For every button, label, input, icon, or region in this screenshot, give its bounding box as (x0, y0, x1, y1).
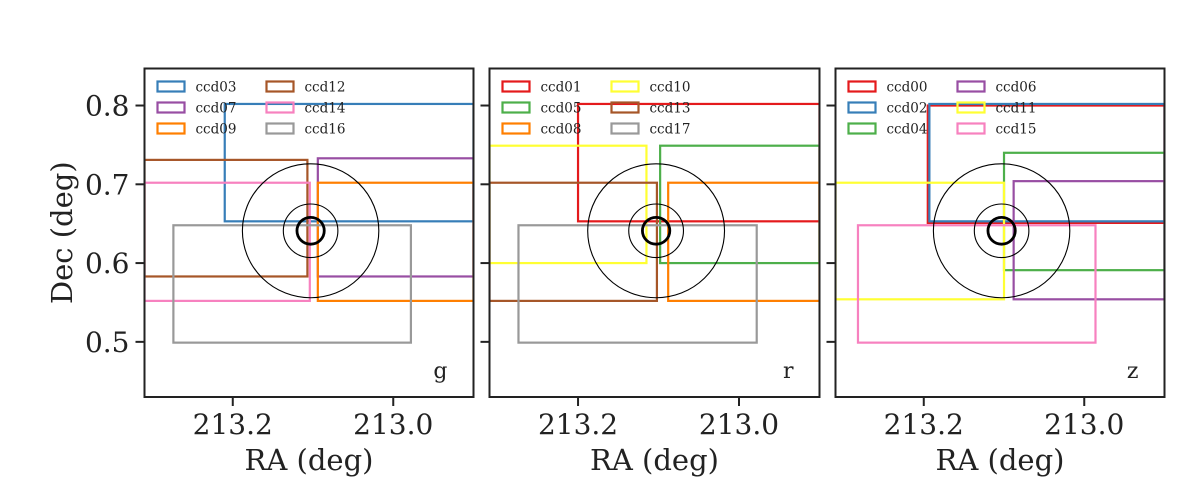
legend-swatch-ccd10 (610, 80, 640, 93)
legend-label-ccd07: ccd07 (196, 101, 237, 117)
aperture-circle-0 (241, 163, 380, 299)
ccd-footprint-ccd12 (144, 158, 309, 278)
x-tick-label: 213.2 (538, 408, 618, 441)
legend-swatch-ccd05 (501, 101, 531, 114)
legend-label-ccd04: ccd04 (887, 122, 928, 138)
plot-frame (143, 67, 475, 398)
plot-frame (488, 67, 821, 398)
legend-label-ccd10: ccd10 (650, 80, 691, 96)
x-tick-label: 213.0 (353, 408, 433, 441)
legend-label-ccd01: ccd01 (541, 80, 582, 96)
legend-label-ccd08: ccd08 (541, 122, 582, 138)
legend-label-ccd03: ccd03 (196, 80, 237, 96)
ccd-footprint-ccd17 (517, 224, 758, 344)
aperture-circle-1 (628, 203, 685, 259)
band-label: r (783, 359, 794, 384)
legend-swatch-ccd13 (610, 101, 640, 114)
legend-label-ccd16: ccd16 (305, 122, 346, 138)
legend-label-ccd15: ccd15 (996, 122, 1037, 138)
legend-swatch-ccd11 (956, 101, 986, 114)
legend-label-ccd17: ccd17 (650, 122, 691, 138)
legend-label-ccd14: ccd14 (305, 101, 346, 117)
ccd-footprint-ccd15 (856, 224, 1097, 344)
band-label: g (433, 359, 447, 384)
legend-label-ccd00: ccd00 (887, 80, 928, 96)
legend-swatch-ccd14 (265, 101, 295, 114)
x-axis-label: RA (deg) (245, 443, 374, 477)
legend-label-ccd12: ccd12 (305, 80, 346, 96)
ccd-footprint-ccd03 (223, 102, 474, 223)
aperture-circle-1 (973, 203, 1030, 259)
plot-area (835, 102, 1165, 344)
aperture-circle-1 (282, 203, 339, 259)
plot-area (144, 102, 474, 344)
x-tick-label: 213.2 (193, 408, 273, 441)
ccd-footprint-ccd06 (1012, 180, 1165, 301)
panel-z: 213.2 213.0RA (deg)zccd00ccd02ccd04ccd06c… (826, 67, 1166, 477)
legend-swatch-ccd03 (156, 80, 186, 93)
y-tick-label: 0.6 (85, 247, 130, 280)
aperture-circle-0 (932, 163, 1071, 299)
y-axis-label: Dec (deg) (45, 161, 79, 304)
aperture-circle-2 (986, 215, 1017, 246)
ccd-footprint-ccd11 (835, 181, 1006, 301)
band-label: z (1127, 359, 1139, 384)
legend: ccd01 ccd05 ccd08 ccd10 ccd13 ccd17 (501, 80, 691, 138)
legend-label-ccd11: ccd11 (996, 101, 1037, 117)
legend-swatch-ccd06 (956, 80, 986, 93)
legend-swatch-ccd15 (956, 122, 986, 135)
ccd-footprint-ccd01 (576, 102, 820, 223)
legend-label-ccd13: ccd13 (650, 101, 691, 117)
aperture-circle-2 (641, 215, 672, 246)
x-tick-label: 213.0 (699, 408, 779, 441)
legend-swatch-ccd17 (610, 122, 640, 135)
panel-r: 213.2 213.0RA (deg)rccd01ccd05ccd08ccd10c… (480, 67, 821, 477)
legend-label-ccd02: ccd02 (887, 101, 928, 117)
legend: ccd03 ccd07 ccd09 ccd12 ccd14 ccd16 (156, 80, 346, 138)
y-tick-label: 0.5 (85, 326, 130, 359)
x-tick-label: 213.2 (884, 408, 964, 441)
legend-label-ccd06: ccd06 (996, 80, 1037, 96)
legend-swatch-ccd02 (847, 101, 877, 114)
legend-label-ccd05: ccd05 (541, 101, 582, 117)
ccd-footprint-ccd16 (172, 224, 413, 344)
panel-g: 213.2 213.0 0.5 0.6 0.7 0.8 RA (deg) Dec (deg) g… (45, 67, 475, 477)
x-tick-label: 213.0 (1044, 408, 1124, 441)
aperture-circle-0 (587, 163, 726, 299)
legend-swatch-ccd12 (265, 80, 295, 93)
legend-swatch-ccd08 (501, 122, 531, 135)
legend-swatch-ccd04 (847, 122, 877, 135)
ccd-footprint-ccd13 (489, 181, 659, 302)
legend-swatch-ccd01 (501, 80, 531, 93)
legend-swatch-ccd07 (156, 101, 186, 114)
ccd-footprint-ccd10 (489, 144, 648, 265)
ccd-footprint-ccd05 (659, 144, 820, 265)
plot-frame (834, 67, 1166, 398)
y-tick-label: 0.8 (85, 90, 130, 123)
legend-swatch-ccd09 (156, 122, 186, 135)
legend-swatch-ccd00 (847, 80, 877, 93)
ccd-footprint-ccd09 (316, 181, 474, 302)
ccd-footprint-ccd08 (667, 181, 820, 302)
x-axis-label: RA (deg) (936, 443, 1065, 477)
ccd-footprint-ccd07 (316, 157, 474, 278)
ccd-footprint-ccd00 (926, 104, 1165, 225)
plot-area (489, 102, 820, 344)
legend-label-ccd09: ccd09 (196, 122, 237, 138)
ccd-footprint-ccd14 (144, 181, 311, 302)
ccd-footprint-ccd04 (1002, 151, 1165, 272)
y-tick-label: 0.7 (85, 168, 130, 201)
ccd-footprint-ccd02 (928, 102, 1165, 223)
x-axis-label: RA (deg) (590, 443, 719, 477)
legend-swatch-ccd16 (265, 122, 295, 135)
aperture-circle-2 (295, 215, 326, 246)
legend: ccd00 ccd02 ccd04 ccd06 ccd11 ccd15 (847, 80, 1037, 138)
